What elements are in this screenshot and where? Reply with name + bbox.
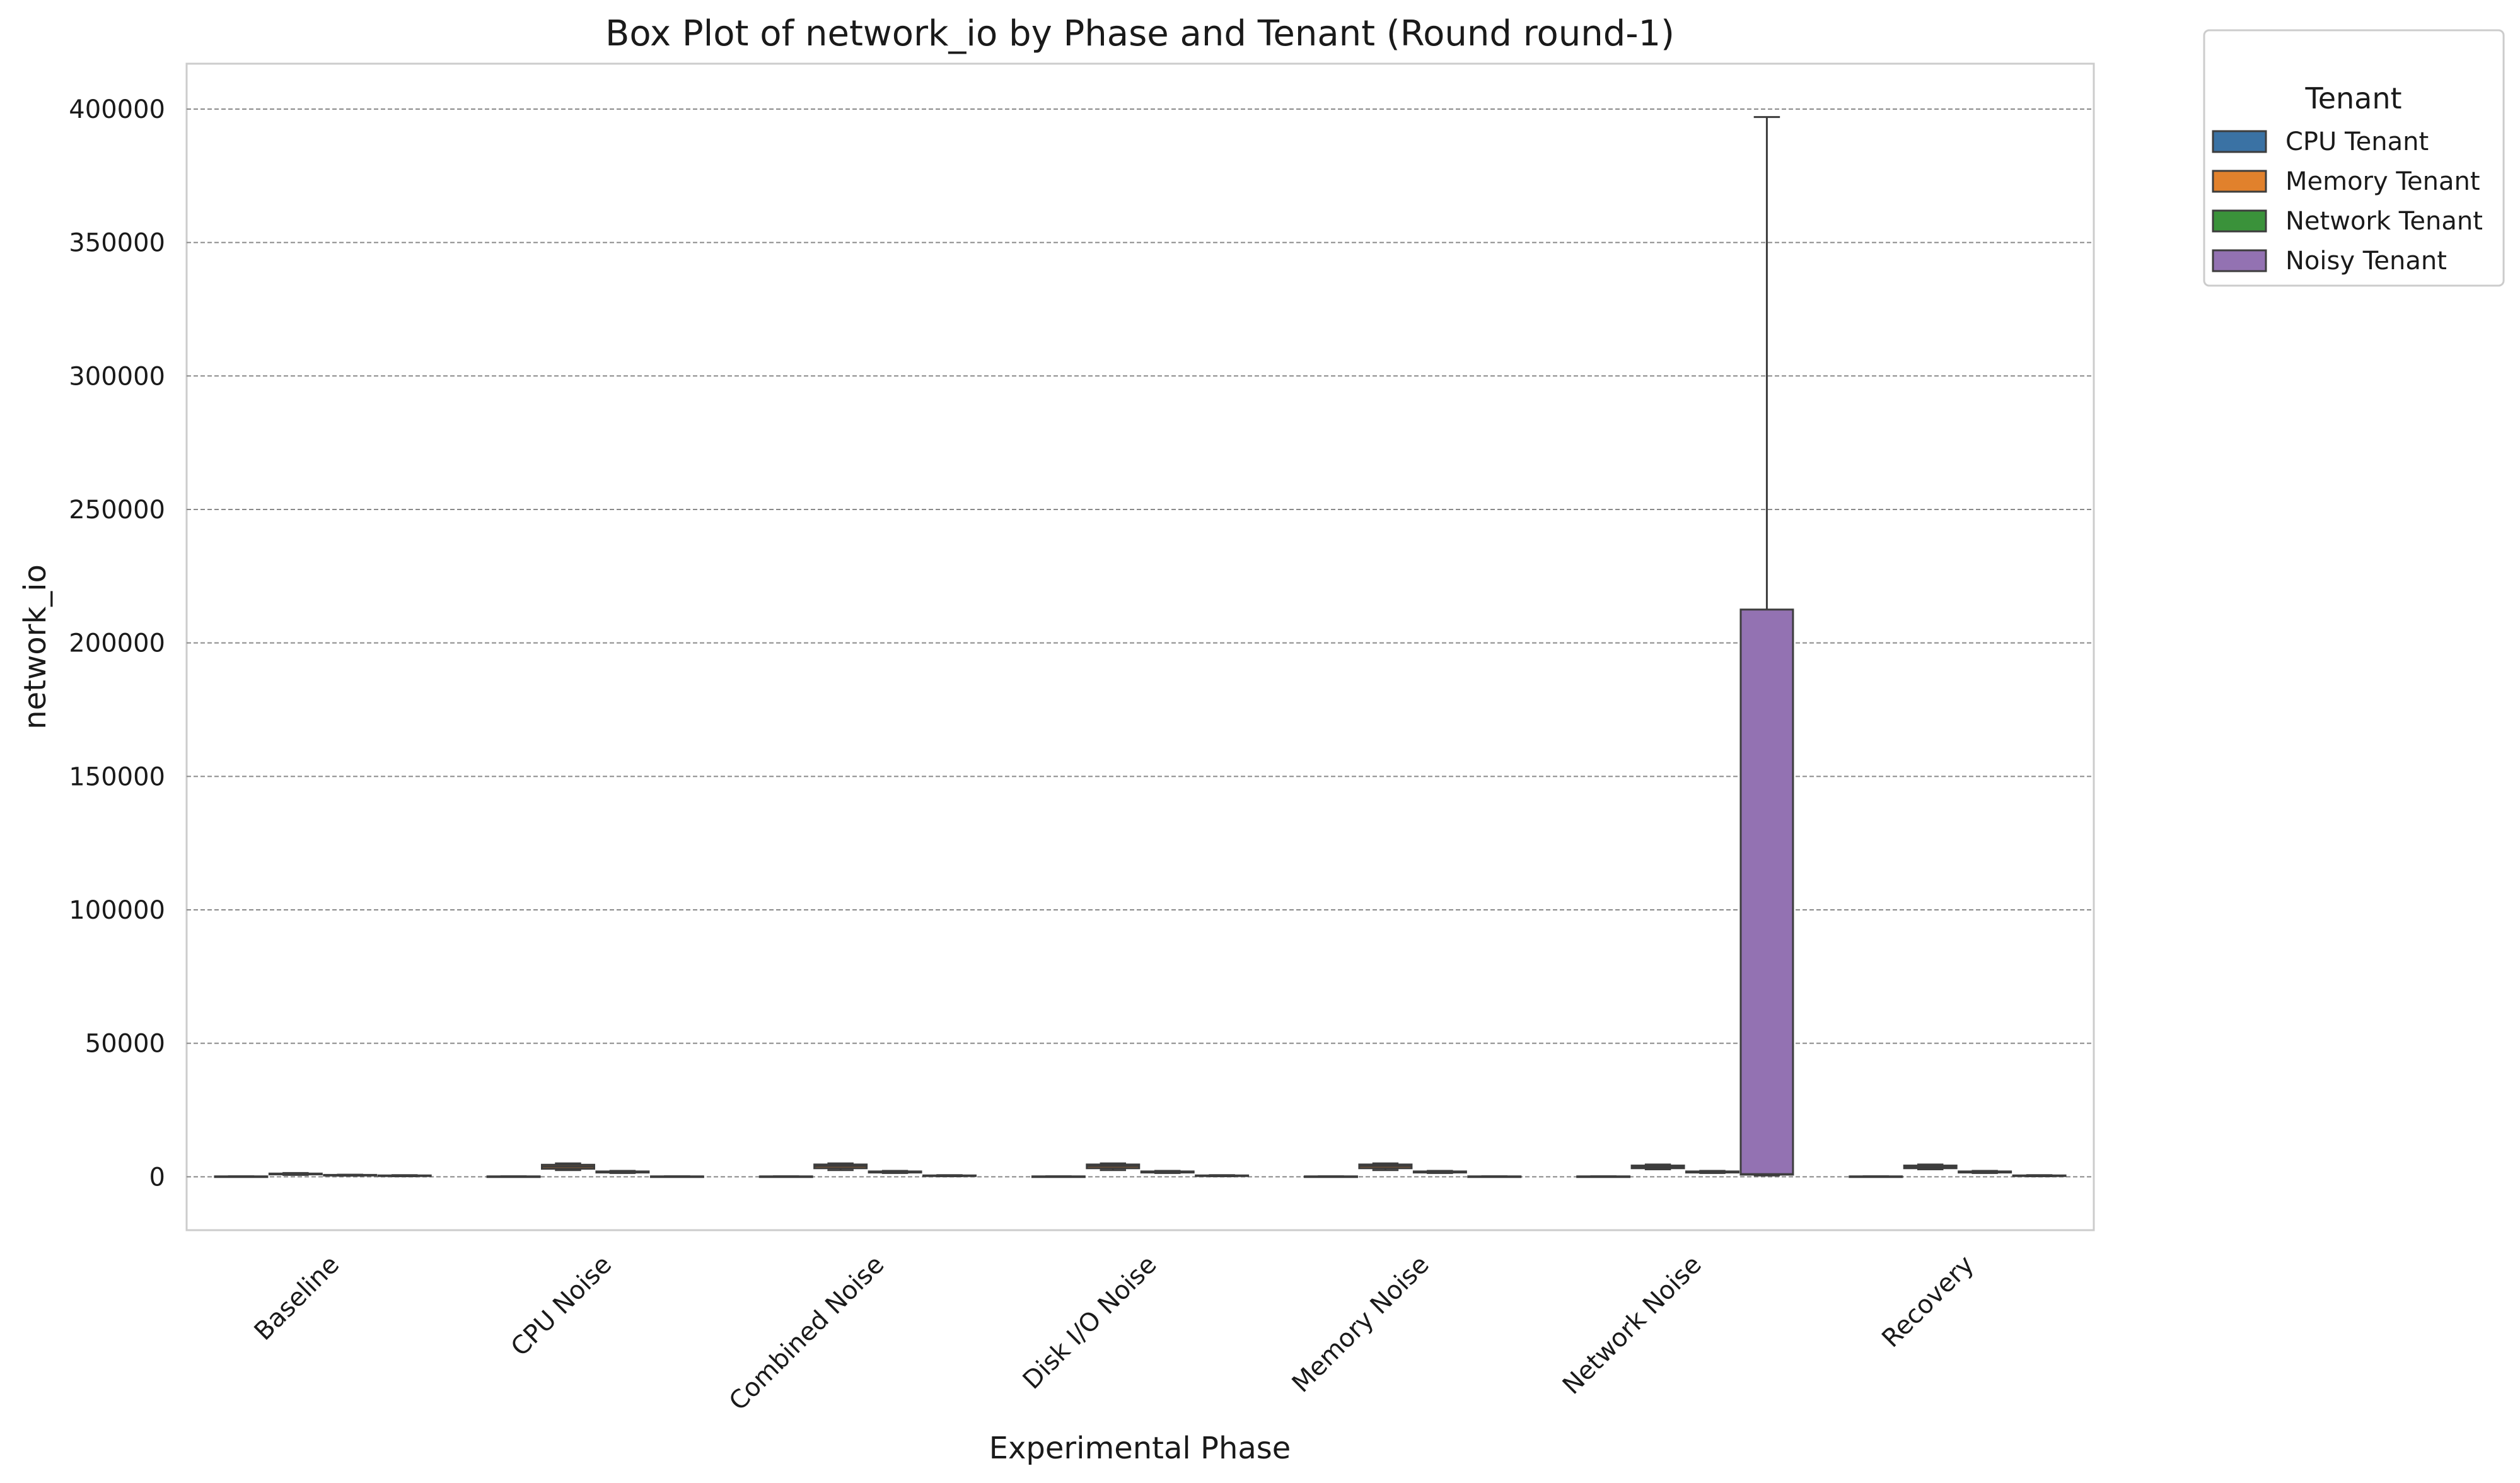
x-axis-ticks: Baseline CPU Noise Combined Noise Disk I/O … (249, 1250, 1980, 1417)
y-tick-label: 400000 (69, 95, 165, 124)
x-tick-label: Combined Noise (724, 1250, 890, 1417)
box-memory-tenant (1630, 1163, 1685, 1170)
box-memory-tenant (813, 1162, 868, 1172)
box-network-tenant (1685, 1170, 1739, 1174)
legend-entry-label: CPU Tenant (2285, 127, 2429, 156)
legend-swatch (2212, 249, 2267, 272)
box-cpu-tenant (1849, 1175, 1903, 1178)
box-cpu-tenant (1031, 1175, 1086, 1178)
y-tick-label: 0 (149, 1163, 165, 1192)
plot-area-frame (185, 62, 2095, 1231)
legend-swatch (2212, 130, 2267, 153)
legend: Tenant CPU Tenant Memory Tenant Network Te… (2203, 29, 2505, 287)
x-tick-label: CPU Noise (506, 1250, 617, 1362)
legend-swatch (2212, 209, 2267, 233)
box-cpu-tenant (758, 1175, 813, 1178)
legend-title: Tenant (2304, 81, 2401, 115)
x-tick-label: Baseline (249, 1250, 345, 1346)
box-network-tenant (1958, 1170, 2012, 1174)
x-tick-label: Memory Noise (1287, 1250, 1435, 1399)
legend-entry-label: Memory Tenant (2285, 167, 2480, 196)
y-tick-label: 350000 (69, 229, 165, 258)
box-memory-tenant (541, 1162, 595, 1172)
box-cpu-tenant (1576, 1175, 1631, 1178)
y-tick-label: 150000 (69, 762, 165, 791)
box-network-tenant (323, 1173, 378, 1177)
legend-entry-label: Noisy Tenant (2285, 247, 2447, 276)
gridlines (187, 108, 2094, 1178)
box-noisy-tenant (1739, 116, 1794, 1177)
boxes (214, 116, 2067, 1178)
x-tick-label: Disk I/O Noise (1018, 1250, 1163, 1395)
box-network-tenant (1140, 1170, 1195, 1174)
chart-title: Box Plot of network_io by Phase and Tena… (605, 13, 1675, 54)
y-axis-ticks: 0 50000 100000 150000 200000 250000 300000 3500… (69, 95, 165, 1192)
y-tick-label: 100000 (69, 896, 165, 925)
y-axis-label: network_io (18, 564, 53, 730)
box-memory-tenant (268, 1172, 323, 1176)
y-tick-label: 250000 (69, 496, 165, 525)
box-memory-tenant (1358, 1162, 1413, 1172)
x-tick-label: Recovery (1876, 1250, 1980, 1354)
box-noisy-tenant (1467, 1175, 1522, 1178)
box-memory-tenant (1086, 1162, 1141, 1172)
y-tick-label: 50000 (85, 1030, 165, 1059)
box-network-tenant (1412, 1170, 1467, 1174)
box-network-tenant (868, 1170, 922, 1174)
box-network-tenant (595, 1170, 650, 1174)
box-noisy-tenant (377, 1174, 432, 1177)
box-iqr (1739, 608, 1794, 1176)
box-cpu-tenant (1304, 1175, 1358, 1178)
legend-items: CPU Tenant Memory Tenant Network Tenant Noi… (2212, 127, 2483, 276)
box-noisy-tenant (1195, 1174, 1250, 1177)
box-noisy-tenant (2012, 1174, 2067, 1177)
x-axis-label: Experimental Phase (989, 1431, 1291, 1466)
box-cpu-tenant (214, 1175, 269, 1178)
box-noisy-tenant (922, 1174, 977, 1177)
y-tick-label: 200000 (69, 629, 165, 658)
box-cpu-tenant (486, 1175, 541, 1178)
legend-swatch (2212, 170, 2267, 193)
legend-frame (2203, 29, 2505, 287)
x-tick-label: Network Noise (1557, 1250, 1707, 1400)
y-tick-label: 300000 (69, 362, 165, 391)
box-memory-tenant (1903, 1163, 1958, 1170)
box-noisy-tenant (649, 1175, 704, 1178)
legend-entry-label: Network Tenant (2285, 207, 2483, 236)
